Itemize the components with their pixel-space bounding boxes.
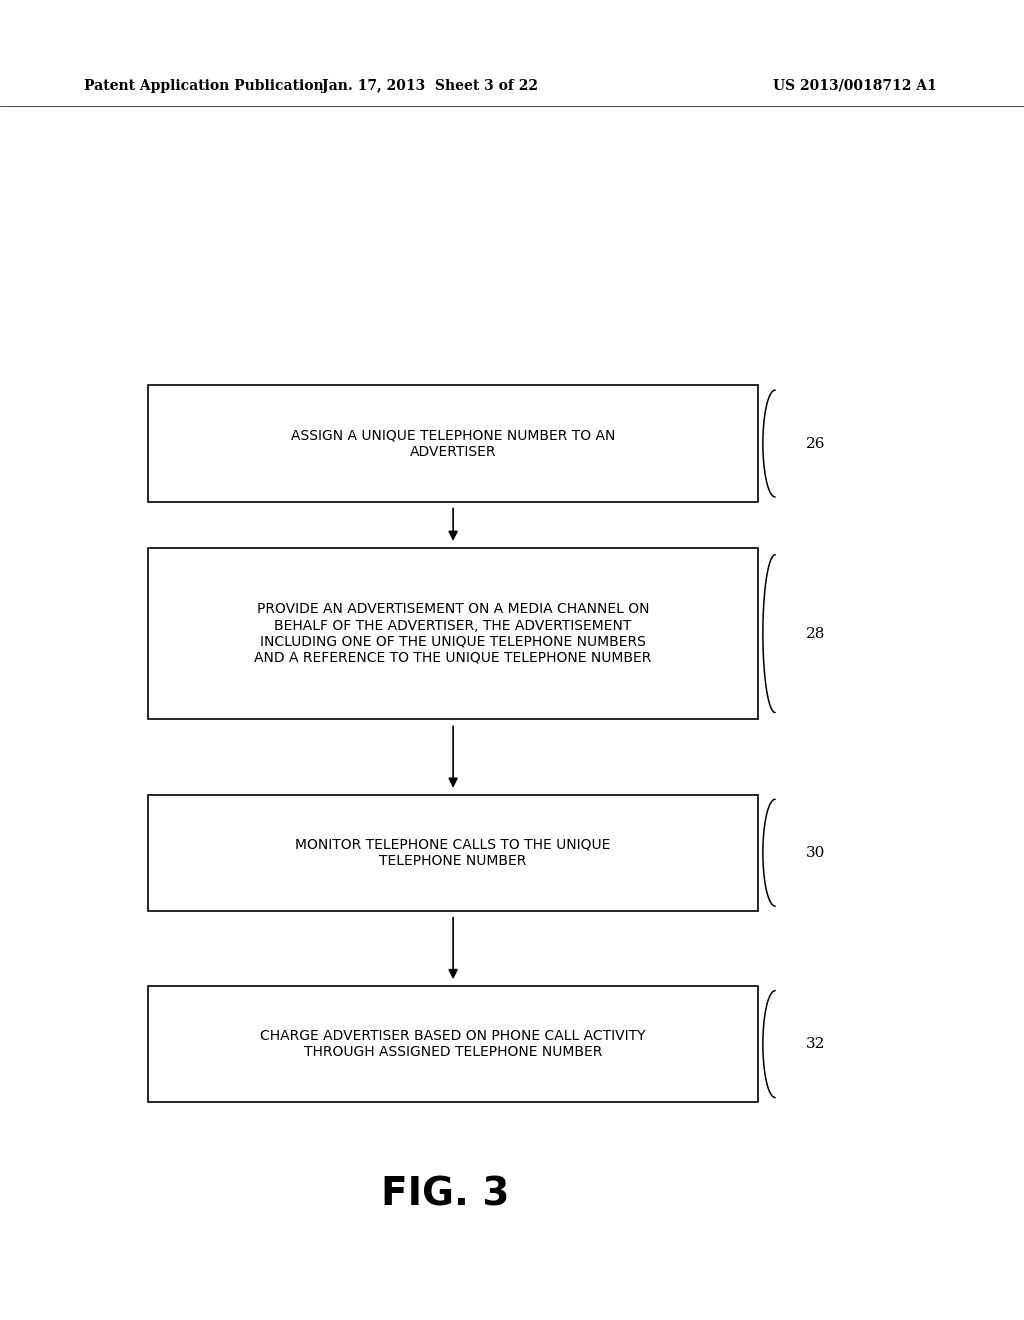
FancyBboxPatch shape bbox=[148, 385, 758, 502]
Text: 32: 32 bbox=[806, 1038, 825, 1051]
Text: PROVIDE AN ADVERTISEMENT ON A MEDIA CHANNEL ON
BEHALF OF THE ADVERTISER, THE ADV: PROVIDE AN ADVERTISEMENT ON A MEDIA CHAN… bbox=[254, 602, 652, 665]
FancyBboxPatch shape bbox=[148, 986, 758, 1102]
Text: ASSIGN A UNIQUE TELEPHONE NUMBER TO AN
ADVERTISER: ASSIGN A UNIQUE TELEPHONE NUMBER TO AN A… bbox=[291, 429, 615, 458]
Text: 28: 28 bbox=[806, 627, 825, 640]
Text: Jan. 17, 2013  Sheet 3 of 22: Jan. 17, 2013 Sheet 3 of 22 bbox=[323, 79, 538, 92]
Text: CHARGE ADVERTISER BASED ON PHONE CALL ACTIVITY
THROUGH ASSIGNED TELEPHONE NUMBER: CHARGE ADVERTISER BASED ON PHONE CALL AC… bbox=[260, 1030, 646, 1059]
Text: FIG. 3: FIG. 3 bbox=[381, 1176, 510, 1213]
Text: Patent Application Publication: Patent Application Publication bbox=[84, 79, 324, 92]
Text: US 2013/0018712 A1: US 2013/0018712 A1 bbox=[773, 79, 937, 92]
Text: 26: 26 bbox=[806, 437, 825, 450]
FancyBboxPatch shape bbox=[148, 548, 758, 719]
FancyBboxPatch shape bbox=[148, 795, 758, 911]
Text: 30: 30 bbox=[806, 846, 825, 859]
Text: MONITOR TELEPHONE CALLS TO THE UNIQUE
TELEPHONE NUMBER: MONITOR TELEPHONE CALLS TO THE UNIQUE TE… bbox=[296, 838, 610, 867]
